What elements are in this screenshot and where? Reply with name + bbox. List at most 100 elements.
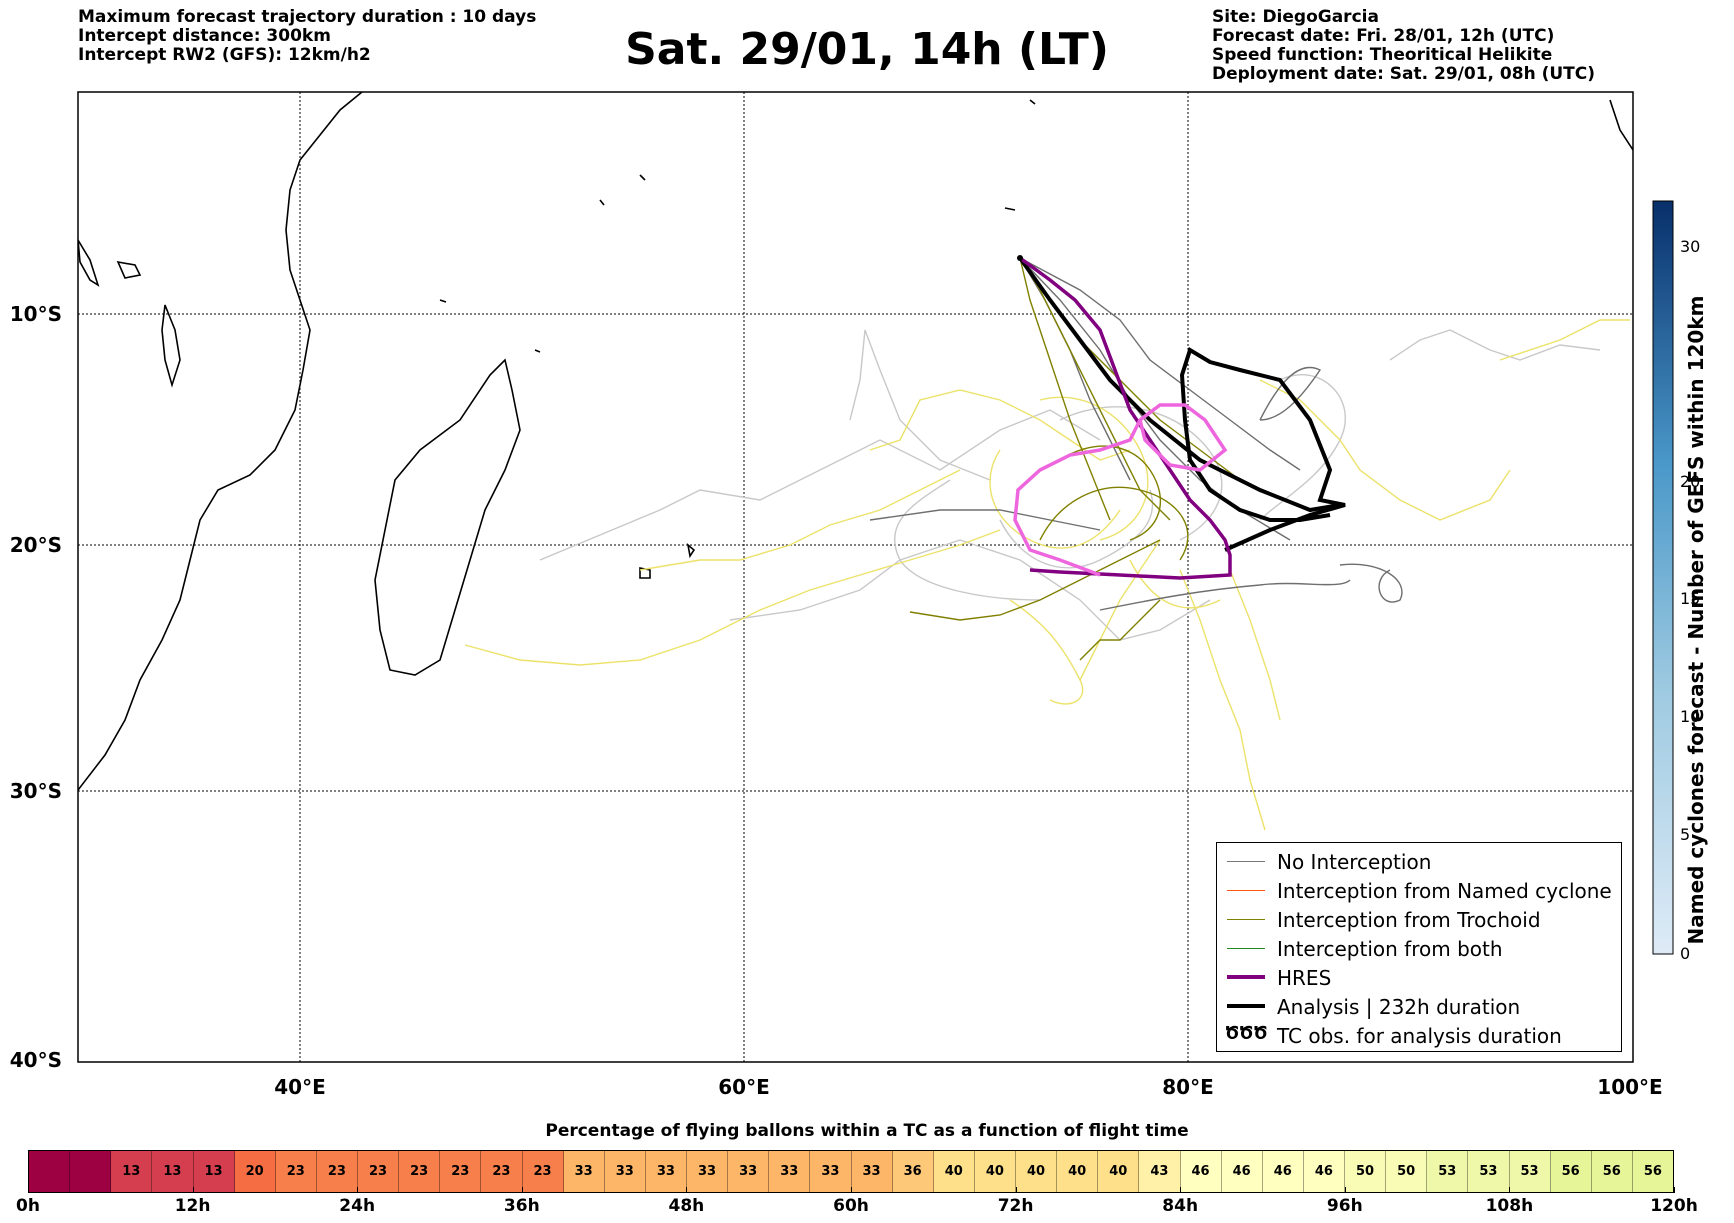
percentage-cell: 50 [1386,1151,1428,1192]
legend-label: TC obs. for analysis duration [1277,1023,1562,1048]
percentage-cell: 23 [440,1151,482,1192]
time-tick-label: 72h [997,1196,1034,1216]
tc-symbol-icon: ԾԾԾ [1225,1023,1268,1044]
coastlines [78,92,1633,791]
time-tick-label: 60h [833,1196,869,1216]
time-tick-label: 12h [174,1196,211,1216]
percentage-cell: 33 [728,1151,770,1192]
percentage-cell: 23 [481,1151,523,1192]
speed-function-text: Speed function: Theoritical Helikite [1212,45,1553,65]
reunion-island [686,542,696,559]
legend-label: Interception from both [1277,936,1503,961]
percentage-cell: 33 [563,1151,605,1192]
colorbar-tick-20: 20 [1680,472,1700,491]
percentage-cell: 40 [1016,1151,1058,1192]
time-tick-mark [521,1187,523,1193]
percentage-cell: 53 [1427,1151,1469,1192]
launch-site-marker [1017,255,1023,261]
legend-label: Interception from Named cyclone [1277,878,1612,903]
legend-label: Interception from Trochoid [1277,907,1541,932]
header-right-info: Site: DiegoGarcia Forecast date: Fri. 28… [1212,8,1595,84]
percentage-cell: 40 [974,1151,1016,1192]
lon-tick-40: 40°E [274,1075,326,1099]
percentage-cell: 13 [193,1151,235,1192]
africa-coast [78,92,363,791]
percentage-bar: 13 13 13 20 23 23 23 23 23 23 23 33 33 33 33 33 33 33 33 36… [28,1150,1674,1193]
hres-track [1018,256,1232,580]
legend-item-hres: HRES [1217,963,1621,992]
time-tick-mark [1674,1187,1675,1193]
percentage-cell: 23 [275,1151,317,1192]
header-left-info: Maximum forecast trajectory duration : 1… [78,8,536,65]
percentage-cell: 23 [399,1151,441,1192]
time-tick-mark [1344,1187,1346,1193]
time-tick-mark [1180,1187,1182,1193]
map-gridlines [78,92,1633,1062]
legend-item-tc-obs: ԾԾԾ TC obs. for analysis duration [1217,1021,1621,1050]
legend-item-both: Interception from both [1217,934,1621,963]
lon-tick-60: 60°E [718,1075,770,1099]
percentage-cell: 33 [645,1151,687,1192]
lake-shore [78,239,100,287]
percentage-cell [70,1151,112,1192]
percentage-cell: 33 [687,1151,729,1192]
deployment-date-text: Deployment date: Sat. 29/01, 08h (UTC) [1212,64,1596,84]
colorbar-tick-5: 5 [1680,825,1690,844]
percentage-cell [29,1151,71,1192]
map-legend: No Interception Interception from Named … [1216,842,1622,1052]
percentage-cell: 56 [1632,1151,1673,1192]
max-duration-text: Maximum forecast trajectory duration : 1… [78,7,537,27]
analysis-track [1018,256,1346,552]
intercept-distance-text: Intercept distance: 300km [78,26,331,46]
percentage-cell: 33 [851,1151,893,1192]
time-tick-label: 24h [339,1196,376,1216]
percentage-cell: 13 [152,1151,194,1192]
time-tick-label: 120h [1650,1196,1698,1216]
lat-tick-30s: 30°S [10,779,62,803]
percentage-cell: 40 [1098,1151,1140,1192]
intercept-rw2-text: Intercept RW2 (GFS): 12km/h2 [78,45,371,65]
northern-islands [1004,99,1633,211]
site-text: Site: DiegoGarcia [1212,7,1379,27]
map-area [78,92,1633,1062]
percentage-bar-title: Percentage of flying ballons within a TC… [545,1121,1189,1141]
percentage-cell: 50 [1345,1151,1387,1192]
time-tick-label: 96h [1326,1196,1363,1216]
ensemble-tracks-gray [539,329,1601,641]
percentage-cell: 36 [892,1151,934,1192]
legend-item-named-cyclone: Interception from Named cyclone [1217,876,1621,905]
time-tick-label: 48h [668,1196,705,1216]
percentage-cell: 33 [604,1151,646,1192]
lat-tick-20s: 20°S [10,533,62,557]
percentage-cell: 20 [234,1151,276,1192]
percentage-cell: 46 [1262,1151,1304,1192]
lon-tick-80: 80°E [1162,1075,1214,1099]
colorbar-tick-10: 10 [1680,707,1700,726]
legend-label: Analysis | 232h duration [1277,994,1521,1019]
lake-victoria [116,260,142,279]
mozambique-channel-island [161,304,181,388]
legend-label: HRES [1277,965,1332,990]
percentage-cell: 40 [933,1151,975,1192]
lat-tick-10s: 10°S [10,302,62,326]
percentage-cell: 53 [1468,1151,1510,1192]
colorbar-tick-15: 15 [1680,589,1700,608]
percentage-cell: 23 [522,1151,564,1192]
percentage-cell: 56 [1591,1151,1633,1192]
percentage-cell: 23 [316,1151,358,1192]
percentage-cell: 46 [1303,1151,1345,1192]
colorbar-tick-30: 30 [1680,237,1700,256]
percentage-cell: 33 [810,1151,852,1192]
percentage-cell: 23 [358,1151,400,1192]
colorbar-label: Named cyclones forecast - Number of GEFS… [1684,295,1708,945]
percentage-cell: 46 [1221,1151,1263,1192]
time-tick-label: 0h [16,1196,40,1216]
time-tick-label: 84h [1162,1196,1199,1216]
map-title: Sat. 29/01, 14h (LT) [625,24,1109,75]
time-tick-mark [28,1187,29,1193]
seychelles-islands [439,174,646,353]
map-frame [77,91,1634,1063]
time-tick-mark [357,1187,359,1193]
time-tick-label: 108h [1485,1196,1534,1216]
